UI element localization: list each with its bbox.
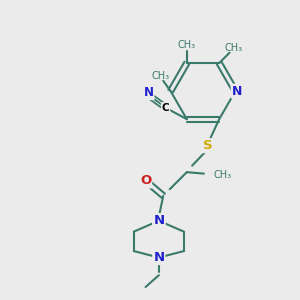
Text: CH₃: CH₃ [213, 170, 231, 180]
Text: S: S [202, 139, 212, 152]
Text: N: N [143, 86, 154, 99]
Text: C: C [162, 103, 170, 113]
Text: N: N [232, 85, 242, 98]
Text: N: N [153, 214, 164, 227]
Text: N: N [153, 251, 164, 264]
Text: N: N [153, 214, 164, 227]
Text: CH₃: CH₃ [225, 43, 243, 53]
Text: CH₃: CH₃ [151, 71, 169, 81]
Text: CH₃: CH₃ [178, 40, 196, 50]
Text: O: O [140, 175, 151, 188]
